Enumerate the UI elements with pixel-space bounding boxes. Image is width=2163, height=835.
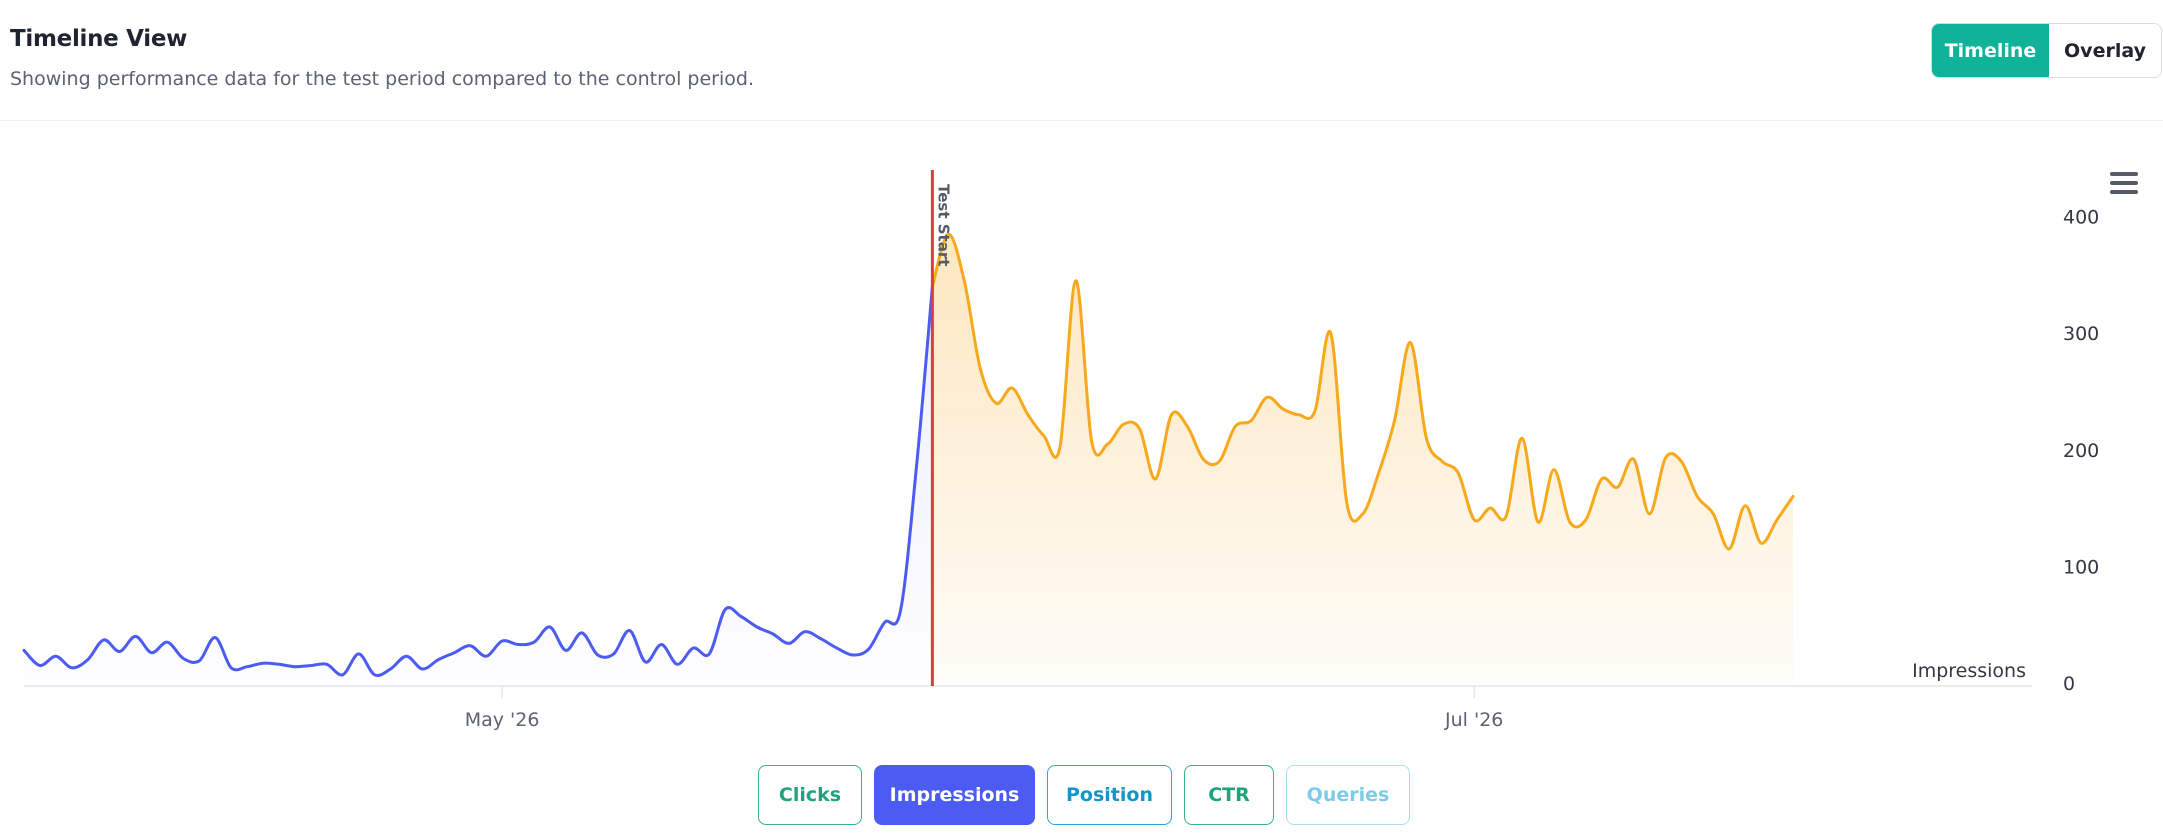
test-series-line — [930, 232, 1795, 551]
hamburger-menu-icon[interactable] — [2110, 172, 2138, 196]
x-tick-label: Jul '26 — [1444, 709, 1503, 731]
y-tick-label: 200 — [2063, 440, 2099, 462]
page-title: Timeline View — [10, 26, 188, 52]
y-axis-title: Impressions — [1912, 660, 2026, 682]
y-tick-label: 400 — [2063, 207, 2099, 229]
y-tick-label: 100 — [2063, 556, 2099, 578]
metric-selector: Clicks Impressions Position CTR Queries — [0, 765, 2163, 829]
chart-header: Timeline View Showing performance data f… — [0, 0, 2163, 121]
position-metric-button[interactable]: Position — [1047, 765, 1172, 825]
ctr-metric-button[interactable]: CTR — [1184, 765, 1274, 825]
control-series-line — [22, 285, 934, 677]
queries-metric-button[interactable]: Queries — [1286, 765, 1410, 825]
page-subtitle: Showing performance data for the test pe… — [10, 68, 754, 90]
y-tick-label: 0 — [2063, 673, 2075, 695]
impressions-metric-button[interactable]: Impressions — [874, 765, 1035, 825]
test-start-label: Test Start — [934, 184, 952, 266]
test-series-area — [932, 234, 1793, 683]
view-toggle: Timeline Overlay — [1931, 23, 2162, 78]
overlay-toggle-button[interactable]: Overlay — [2049, 24, 2161, 77]
x-tick-label: May '26 — [465, 709, 540, 731]
y-tick-label: 300 — [2063, 323, 2099, 345]
clicks-metric-button[interactable]: Clicks — [758, 765, 862, 825]
control-series-area — [24, 286, 933, 683]
timeline-toggle-button[interactable]: Timeline — [1932, 24, 2049, 77]
